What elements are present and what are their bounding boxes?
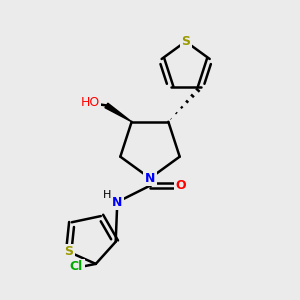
- Text: N: N: [145, 172, 155, 185]
- Text: S: S: [64, 245, 73, 258]
- Text: N: N: [112, 196, 122, 208]
- Text: S: S: [181, 35, 190, 48]
- Text: H: H: [103, 190, 111, 200]
- Text: Cl: Cl: [70, 260, 83, 273]
- Text: O: O: [175, 179, 186, 192]
- Text: HO: HO: [80, 96, 100, 109]
- Polygon shape: [105, 103, 132, 122]
